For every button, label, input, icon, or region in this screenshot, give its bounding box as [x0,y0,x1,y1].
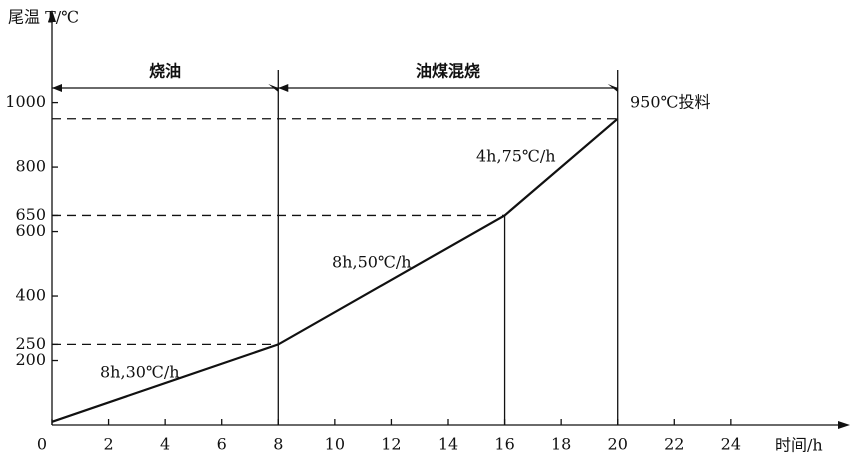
phase-label: 油煤混烧 [416,62,480,81]
y-tick-label: 400 [15,286,46,305]
x-axis-arrow [838,421,850,429]
x-tick-label: 0 [37,435,47,454]
x-tick-label: 6 [217,435,227,454]
x-tick-label: 22 [664,435,684,454]
x-axis-label: 时间/h [775,436,823,455]
x-tick-label: 4 [160,435,170,454]
annotation: 8h,30℃/h [100,363,180,382]
x-tick-label: 20 [608,435,628,454]
y-axis-arrow [48,10,56,22]
phase-arrow [268,84,279,92]
y-tick-label: 600 [15,221,46,240]
x-tick-label: 16 [494,435,514,454]
x-tick-label: 8 [273,435,283,454]
line [51,117,619,423]
y-tick-label: 250 [15,334,46,353]
y-tick-label: 800 [15,157,46,176]
y-tick-label: 1000 [5,92,46,111]
x-tick-label: 10 [325,435,345,454]
phase-arrow [607,84,618,92]
y-axis-label: 尾温 T/℃ [8,8,79,27]
y-tick-label: 200 [15,350,46,369]
x-tick-label: 18 [551,435,571,454]
annotation: 4h,75℃/h [476,147,556,166]
phase-arrow [278,84,289,92]
phase-arrow [52,84,62,92]
x-tick-label: 2 [103,435,113,454]
x-tick-label: 14 [438,435,458,454]
y-tick-label: 650 [15,205,46,224]
phase-label: 烧油 [149,62,181,81]
x-tick-label: 24 [721,435,741,454]
annotation: 8h,50℃/h [332,253,412,272]
annotation: 950℃投料 [630,93,710,112]
x-tick-label: 12 [381,435,401,454]
